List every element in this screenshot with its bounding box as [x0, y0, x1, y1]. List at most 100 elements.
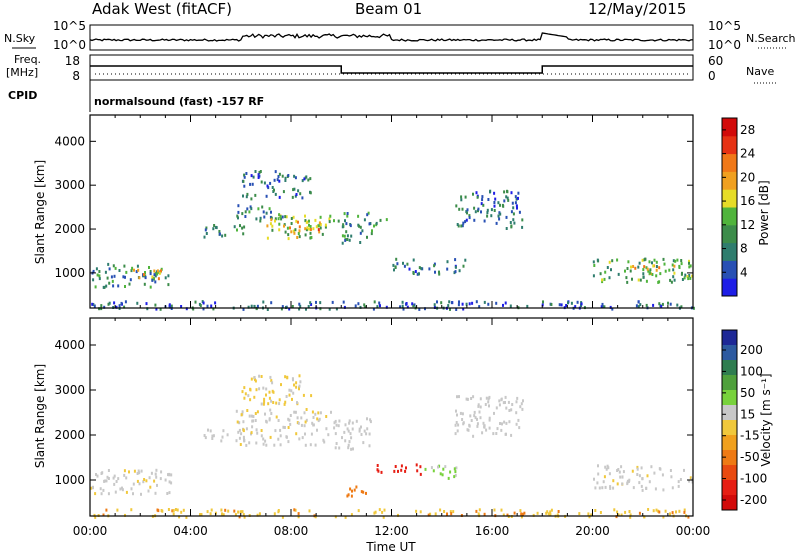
data-cell	[271, 186, 274, 189]
data-cell	[506, 196, 509, 200]
data-cell	[480, 202, 483, 206]
data-cell	[456, 413, 458, 417]
x-tick-label: 08:00	[274, 524, 309, 538]
data-cell	[691, 274, 694, 278]
data-cell	[469, 414, 472, 418]
data-cell	[636, 465, 639, 469]
data-cell	[312, 416, 315, 419]
data-cell	[617, 272, 620, 276]
data-cell	[493, 204, 496, 208]
data-cell	[260, 434, 263, 438]
data-cell	[611, 307, 614, 311]
data-cell	[588, 515, 591, 519]
data-cell	[341, 436, 343, 440]
data-cell	[309, 228, 312, 231]
colorbar-tick-label: 15	[740, 407, 755, 421]
data-cell	[234, 513, 237, 517]
data-cell	[376, 305, 379, 309]
data-cell	[655, 260, 658, 264]
data-cell	[640, 484, 643, 488]
data-cell	[151, 278, 154, 282]
data-cell	[658, 510, 661, 514]
data-cell	[348, 419, 351, 423]
data-cell	[481, 198, 484, 202]
data-cell	[565, 304, 568, 307]
data-cell	[370, 232, 373, 236]
data-cell	[92, 303, 95, 306]
data-cell	[521, 512, 524, 516]
data-cell	[270, 218, 273, 222]
data-cell	[294, 508, 297, 512]
data-cell	[303, 424, 306, 428]
data-cell	[299, 192, 302, 196]
data-cell	[466, 397, 469, 401]
data-cell	[489, 190, 491, 194]
data-cell	[608, 260, 611, 264]
data-cell	[299, 304, 302, 308]
data-cell	[156, 483, 158, 487]
data-cell	[624, 269, 626, 273]
data-cell	[318, 230, 321, 234]
y-tick-label: 1000	[54, 473, 85, 487]
data-cell	[142, 273, 145, 277]
data-cell	[137, 469, 140, 473]
data-cell	[368, 444, 371, 448]
data-cell	[657, 280, 660, 284]
data-cell	[275, 401, 278, 405]
data-cell	[277, 437, 280, 441]
data-cell	[462, 221, 465, 225]
colorbar-swatch	[722, 171, 737, 190]
data-cell	[108, 301, 111, 305]
data-cell	[395, 257, 398, 261]
data-cell	[245, 443, 248, 447]
data-cell	[500, 397, 503, 401]
data-cell	[266, 308, 269, 311]
data-cell	[128, 470, 130, 474]
data-cell	[314, 443, 317, 447]
data-cell	[207, 428, 209, 432]
data-cell	[608, 276, 611, 280]
data-cell	[498, 403, 501, 407]
data-cell	[359, 231, 362, 235]
data-cell	[108, 267, 111, 271]
data-cell	[218, 230, 221, 233]
data-cell	[298, 307, 301, 311]
data-cell	[350, 234, 353, 238]
data-cell	[659, 272, 662, 276]
data-cell	[520, 402, 523, 406]
data-cell	[604, 270, 607, 274]
velocity-cells	[90, 374, 694, 519]
nsearch-tick-bottom: 10^0	[708, 38, 741, 52]
data-cell	[171, 509, 174, 513]
data-cell	[664, 269, 667, 273]
data-cell	[145, 302, 148, 306]
data-cell	[413, 303, 416, 307]
data-cell	[151, 275, 154, 279]
data-cell	[318, 417, 321, 421]
data-cell	[242, 428, 245, 432]
data-cell	[296, 236, 299, 239]
data-cell	[517, 418, 520, 422]
data-cell	[212, 227, 215, 231]
data-cell	[567, 301, 569, 305]
data-cell	[167, 274, 170, 278]
data-cell	[596, 481, 599, 485]
data-cell	[448, 300, 451, 304]
data-cell	[476, 422, 479, 426]
colorbar-swatch	[722, 390, 737, 406]
data-cell	[651, 273, 654, 276]
data-cell	[621, 475, 624, 479]
data-cell	[461, 412, 464, 416]
y-tick-label: 2000	[54, 222, 85, 236]
data-cell	[100, 492, 103, 496]
data-cell	[317, 224, 320, 228]
data-cell	[311, 410, 314, 414]
data-cell	[276, 178, 279, 182]
data-cell	[454, 470, 457, 474]
data-cell	[684, 273, 687, 277]
data-cell	[546, 510, 549, 514]
data-cell	[637, 265, 640, 269]
power-panel: 1000 2000 3000 4000 Slant Range [km]	[33, 114, 695, 311]
data-cell	[161, 509, 164, 513]
data-cell	[688, 479, 691, 483]
